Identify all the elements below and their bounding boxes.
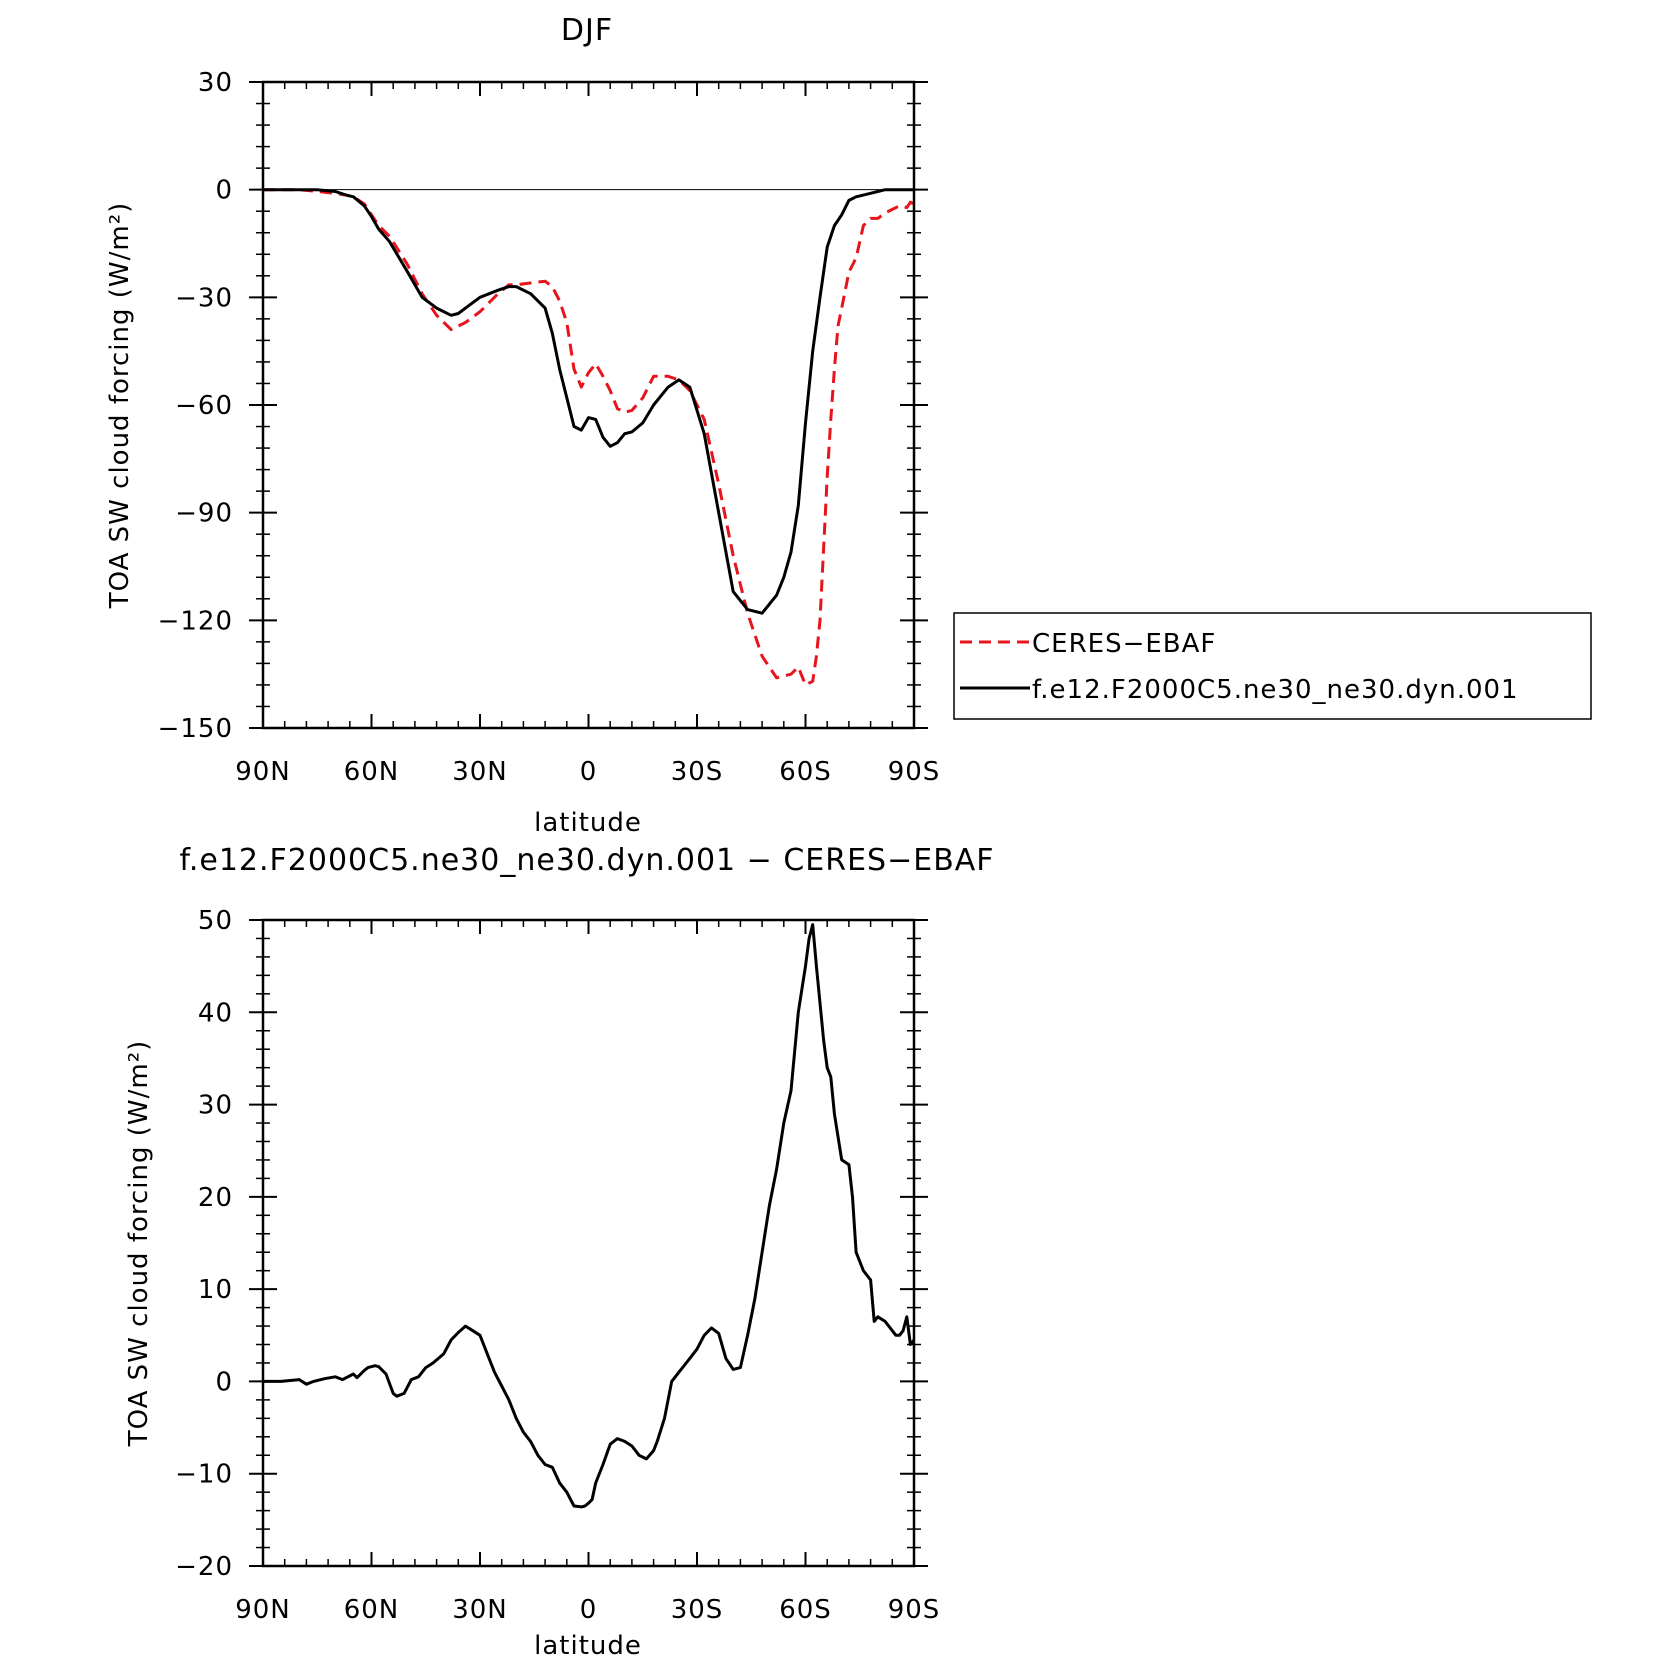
top-series-line-ceres-ebaf xyxy=(263,188,915,687)
bottom-x-tick-labels: 90N 60N 30N 0 30S 60S 90S xyxy=(235,1595,941,1625)
top-y-tick-label: −90 xyxy=(175,499,233,529)
bottom-x-tick-label: 30S xyxy=(671,1595,724,1625)
bottom-tick-marks xyxy=(249,919,928,1567)
top-panel: DJF 90N 60N 30N 0 30S 60S 90S 30 0 −30 −60 −90 −120… xyxy=(105,13,1592,838)
top-x-tick-label: 60S xyxy=(779,757,832,787)
top-x-tick-label: 30S xyxy=(671,757,724,787)
bottom-y-tick-labels: 50 40 30 20 10 0 −10 −20 xyxy=(175,906,233,1582)
top-x-tick-label: 30N xyxy=(452,757,508,787)
bottom-y-tick-label: 10 xyxy=(198,1275,233,1305)
top-x-tick-label: 60N xyxy=(344,757,400,787)
bottom-y-tick-label: 50 xyxy=(198,906,233,936)
bottom-y-tick-label: 30 xyxy=(198,1091,233,1121)
bottom-y-tick-label: 20 xyxy=(198,1183,233,1213)
top-x-tick-label: 90N xyxy=(235,757,291,787)
bottom-y-tick-label: 40 xyxy=(198,998,233,1028)
bottom-x-axis-title: latitude xyxy=(534,1631,642,1661)
top-x-axis-title: latitude xyxy=(534,808,642,838)
top-y-tick-label: −150 xyxy=(158,714,233,744)
bottom-y-tick-label: −20 xyxy=(175,1552,233,1582)
bottom-y-tick-label: −10 xyxy=(175,1460,233,1490)
bottom-x-tick-label: 90N xyxy=(235,1595,291,1625)
top-y-tick-label: −120 xyxy=(158,606,233,636)
bottom-chart-title: f.e12.F2000C5.ne30_ne30.dyn.001 − CERES−… xyxy=(179,843,994,878)
top-y-axis-title: TOA SW cloud forcing (W/m²) xyxy=(105,202,135,610)
top-x-tick-label: 0 xyxy=(580,757,598,787)
bottom-y-axis-title: TOA SW cloud forcing (W/m²) xyxy=(124,1040,154,1448)
top-y-tick-label: −30 xyxy=(175,283,233,313)
legend: CERES−EBAF f.e12.F2000C5.ne30_ne30.dyn.0… xyxy=(953,612,1592,720)
legend-box xyxy=(953,612,1592,720)
bottom-x-tick-label: 90S xyxy=(888,1595,941,1625)
top-series-line-model xyxy=(263,188,914,615)
bottom-y-tick-label: 0 xyxy=(215,1367,233,1397)
top-chart-title: DJF xyxy=(561,13,613,48)
bottom-series-line-difference xyxy=(263,923,916,1509)
top-series-lines xyxy=(263,188,915,687)
top-y-tick-labels: 30 0 −30 −60 −90 −120 −150 xyxy=(158,68,233,744)
bottom-plot-frame xyxy=(261,918,916,1568)
top-plot-frame xyxy=(261,80,916,730)
legend-label-model: f.e12.F2000C5.ne30_ne30.dyn.001 xyxy=(1032,675,1519,705)
top-x-tick-label: 90S xyxy=(888,757,941,787)
bottom-x-tick-label: 0 xyxy=(580,1595,598,1625)
top-y-tick-label: 30 xyxy=(198,68,233,98)
top-y-tick-label: 0 xyxy=(215,176,233,206)
bottom-x-tick-label: 60N xyxy=(344,1595,400,1625)
bottom-panel: f.e12.F2000C5.ne30_ne30.dyn.001 − CERES−… xyxy=(124,843,994,1661)
top-y-tick-label: −60 xyxy=(175,391,233,421)
bottom-x-tick-label: 30N xyxy=(452,1595,508,1625)
bottom-x-tick-label: 60S xyxy=(779,1595,832,1625)
bottom-series-lines xyxy=(263,923,916,1509)
legend-label-ceres: CERES−EBAF xyxy=(1032,629,1216,659)
top-x-tick-labels: 90N 60N 30N 0 30S 60S 90S xyxy=(235,757,941,787)
top-tick-marks xyxy=(249,81,928,729)
